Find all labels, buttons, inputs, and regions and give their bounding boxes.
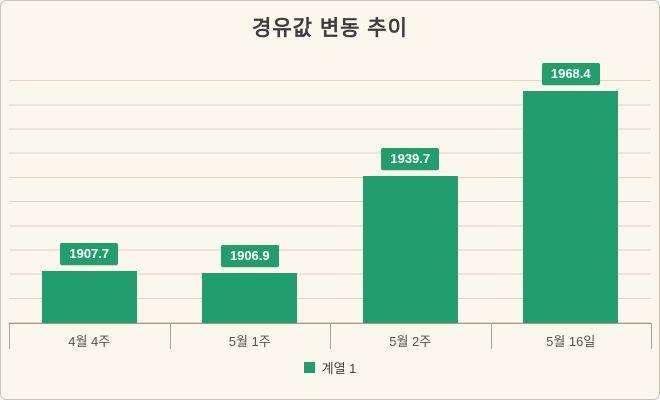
bar-group: 1939.7 — [330, 57, 491, 323]
x-axis-labels: 4월 4주 5월 1주 5월 2주 5월 16일 — [9, 324, 651, 351]
bar-group: 1906.9 — [170, 57, 331, 323]
plot-area: 1907.7 1906.9 1939.7 1968.4 — [9, 57, 651, 324]
bars-container: 1907.7 1906.9 1939.7 1968.4 — [9, 57, 651, 323]
legend-label: 계열 1 — [321, 361, 357, 376]
x-axis-label: 4월 4주 — [68, 334, 111, 349]
bar — [362, 176, 458, 323]
axis-tick — [651, 323, 652, 349]
bar — [202, 273, 298, 323]
x-axis-label: 5월 16일 — [546, 334, 596, 349]
bar-group: 1907.7 — [9, 57, 170, 323]
x-axis-label: 5월 2주 — [389, 334, 432, 349]
x-axis-label: 5월 1주 — [228, 334, 271, 349]
bar-group: 1968.4 — [491, 57, 652, 323]
data-label: 1939.7 — [381, 148, 440, 171]
legend: 계열 1 — [1, 358, 659, 377]
data-label: 1906.9 — [220, 245, 279, 268]
legend-swatch-icon — [303, 362, 315, 373]
bar — [523, 91, 619, 323]
bar — [41, 270, 137, 323]
data-label: 1968.4 — [541, 63, 600, 86]
data-label: 1907.7 — [60, 242, 119, 265]
chart-title: 경유값 변동 추이 — [252, 17, 408, 40]
